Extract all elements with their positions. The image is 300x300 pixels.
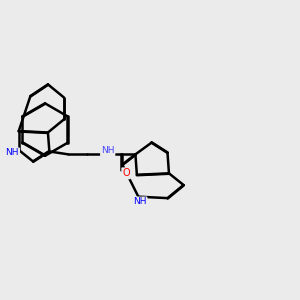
Text: NH: NH (101, 146, 115, 155)
Text: NH: NH (6, 148, 19, 158)
Text: NH: NH (133, 197, 146, 206)
Text: O: O (122, 168, 130, 178)
